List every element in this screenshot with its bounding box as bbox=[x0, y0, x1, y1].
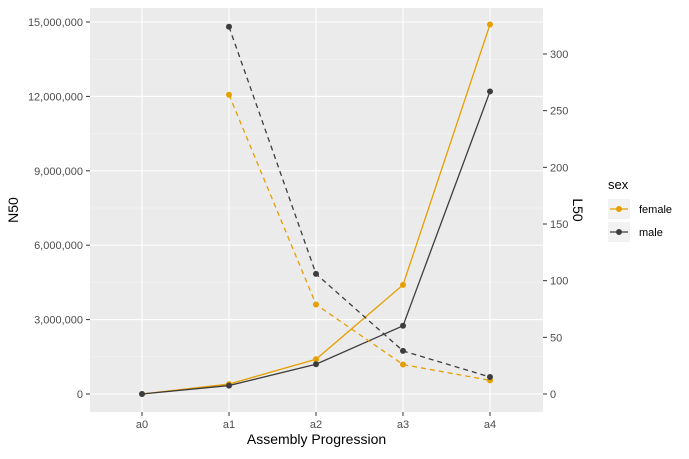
x-tick-label: a3 bbox=[397, 419, 409, 431]
data-point-female-l50 bbox=[400, 361, 406, 368]
data-point-male-n50 bbox=[139, 391, 145, 397]
y-tick-label-right: 100 bbox=[550, 276, 568, 288]
data-point-male-l50 bbox=[400, 347, 406, 354]
data-point-male-l50 bbox=[226, 23, 232, 30]
data-point-female-n50 bbox=[313, 356, 319, 363]
y-tick-label-right: 150 bbox=[550, 219, 568, 231]
data-point-male-n50 bbox=[487, 88, 493, 95]
legend-entries: female male bbox=[608, 199, 672, 242]
y-axis-title-right: L50 bbox=[570, 198, 586, 222]
y-tick-label-right: 250 bbox=[550, 106, 568, 118]
series-line-male-l50 bbox=[228, 26, 491, 378]
data-point-male-n50 bbox=[313, 361, 319, 368]
y-tick-label-left: 9,000,000 bbox=[34, 166, 83, 178]
series-layer bbox=[139, 21, 493, 397]
legend-label: female bbox=[639, 204, 672, 216]
legend: sex female male bbox=[608, 177, 672, 242]
y-tick-label-right: 300 bbox=[550, 49, 568, 61]
x-axis-title: Assembly Progression bbox=[247, 431, 386, 447]
x-tick-label: a1 bbox=[223, 419, 235, 431]
data-point-male-l50 bbox=[313, 270, 319, 277]
y-tick-label-right: 50 bbox=[550, 332, 562, 344]
data-point-female-n50 bbox=[400, 281, 406, 288]
data-point-female-l50 bbox=[313, 301, 319, 308]
x-tick-label: a2 bbox=[310, 419, 322, 431]
data-point-male-l50 bbox=[487, 374, 493, 380]
data-point-female-l50 bbox=[226, 91, 232, 98]
y-axis-title-left: N50 bbox=[5, 197, 21, 223]
data-point-male-n50 bbox=[226, 382, 232, 389]
legend-title: sex bbox=[608, 177, 629, 192]
legend-key-point bbox=[616, 229, 622, 235]
axis-layer: 0 3,000,000 6,000,000 9,000,000 12,000,000 15… bbox=[28, 17, 568, 431]
y-tick-label-left: 3,000,000 bbox=[34, 315, 83, 327]
y-tick-label-right: 200 bbox=[550, 162, 568, 174]
data-point-male-n50 bbox=[400, 322, 406, 329]
y-tick-label-left: 6,000,000 bbox=[34, 240, 83, 252]
legend-key-point bbox=[616, 206, 622, 212]
y-tick-label-right: 0 bbox=[550, 389, 556, 401]
data-point-female-n50 bbox=[487, 21, 493, 28]
grid-lines bbox=[90, 8, 543, 412]
legend-label: male bbox=[639, 227, 663, 239]
y-tick-label-left: 15,000,000 bbox=[28, 17, 83, 29]
x-tick-label: a4 bbox=[484, 419, 496, 431]
x-tick-label: a0 bbox=[136, 419, 148, 431]
y-tick-label-left: 12,000,000 bbox=[28, 91, 83, 103]
y-tick-label-left: 0 bbox=[77, 389, 83, 401]
series-line-female-l50 bbox=[228, 94, 491, 382]
